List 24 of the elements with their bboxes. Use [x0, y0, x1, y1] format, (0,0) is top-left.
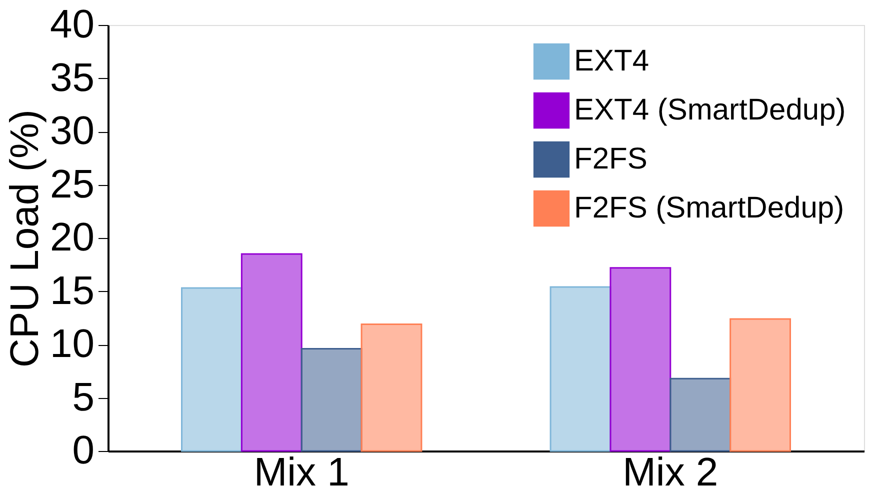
bar: [730, 318, 791, 452]
y-tick-label: 15: [50, 268, 94, 313]
legend-label: F2FS (SmartDedup): [574, 192, 844, 224]
bar: [670, 378, 732, 452]
y-tick-label: 40: [50, 2, 94, 46]
y-tick-label: 25: [50, 162, 94, 206]
legend-label: EXT4: [574, 44, 650, 78]
bar: [181, 287, 242, 452]
y-tick-label: 20: [50, 216, 94, 260]
y-tick-label: 10: [50, 322, 94, 366]
y-axis-title: CPU Load (%): [3, 110, 48, 368]
y-tick-label: 30: [50, 109, 94, 153]
x-tick-label: Mix 2: [622, 450, 718, 494]
y-tick-label: 0: [72, 428, 94, 472]
y-tick-label: 5: [72, 375, 94, 420]
legend-label: EXT4 (SmartDedup): [574, 94, 846, 126]
bar: [610, 267, 672, 452]
legend-label: F2FS: [574, 142, 648, 176]
bar: [360, 324, 422, 452]
bar: [240, 253, 302, 452]
bar: [300, 348, 362, 452]
x-tick-label: Mix 1: [254, 450, 350, 494]
bar: [550, 286, 612, 452]
y-tick-label: 35: [50, 56, 94, 100]
